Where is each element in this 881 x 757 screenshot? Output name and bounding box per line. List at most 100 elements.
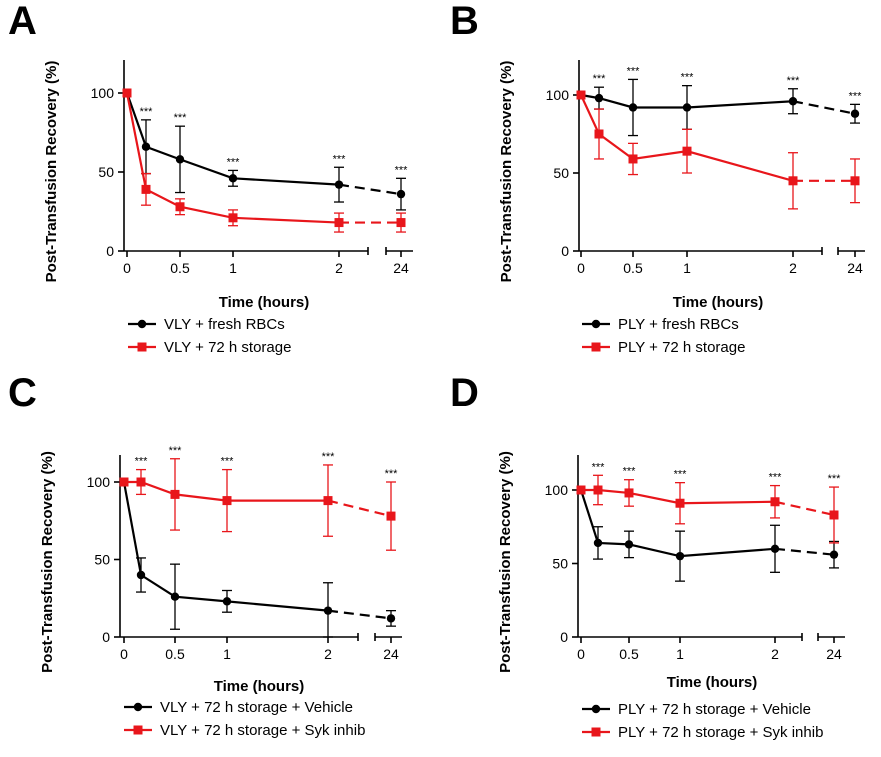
data-point [170,489,180,499]
x-tick-label: 0.5 [619,646,639,662]
x-tick-label: 2 [335,260,343,276]
x-tick-label: 2 [789,260,797,276]
data-point [119,477,129,487]
data-point [628,154,638,164]
legend-label: VLY + fresh RBCs [164,316,285,333]
y-tick-label: 100 [546,87,570,103]
data-point [175,202,185,212]
x-axis-label: Time (hours) [219,294,310,311]
series-red [119,458,396,551]
panel-letter: B [450,0,479,43]
series-line-dashed [327,609,392,620]
y-tick-label: 0 [560,629,568,645]
x-tick-label: 0 [577,260,585,276]
data-point [386,511,396,521]
significance-label: *** [681,72,695,84]
series-red [122,88,406,233]
x-tick-label: 24 [383,646,399,662]
x-tick-label: 2 [324,646,332,662]
x-axis-label: Time (hours) [673,294,764,311]
legend: PLY + fresh RBCs PLY + 72 h storage [582,316,745,356]
data-point [334,180,344,189]
data-point [334,218,344,228]
x-tick-label: 24 [826,646,842,662]
data-point [228,174,238,183]
y-tick-label: 50 [98,164,114,180]
significance-label: *** [227,156,241,168]
x-tick-label: 24 [393,260,409,276]
panel-letter: C [8,371,37,415]
significance-label: *** [593,73,607,85]
y-tick-label: 50 [553,165,569,181]
significance-label: *** [174,112,188,124]
data-point [770,497,780,507]
data-point [576,90,586,100]
series-line-dashed [338,183,402,196]
data-point [576,485,586,495]
y-axis-label: Post-Transfusion Recovery (%) [39,451,56,673]
legend-marker [591,704,601,714]
data-point [850,176,860,186]
series-line-dashed [792,100,856,115]
significance-label: *** [849,90,863,102]
y-tick-label: 0 [102,629,110,645]
legend-label: PLY + 72 h storage + Vehicle [618,701,811,718]
series-line-dashed [327,499,392,518]
y-tick-label: 100 [87,474,111,490]
legend-label: PLY + fresh RBCs [618,316,739,333]
y-axis-label: Post-Transfusion Recovery (%) [43,61,60,283]
data-point [136,570,146,580]
data-point [323,606,333,615]
y-tick-label: 50 [94,552,110,568]
panel-letter: D [450,371,479,415]
y-tick-label: 100 [91,85,115,101]
data-point [222,496,232,506]
data-point [396,218,406,228]
significance-label: *** [322,451,336,463]
x-tick-label: 0.5 [170,260,190,276]
data-point [396,189,406,199]
data-point [141,142,151,151]
x-tick-label: 1 [676,646,684,662]
legend-marker [133,725,143,735]
legend: PLY + 72 h storage + Vehicle PLY + 72 h s… [582,701,823,741]
data-point [770,544,780,553]
series-line-dashed [774,500,835,517]
panel-d: D 0 50 100 Post-Transfusion Recovery (%) 0 0.5… [450,371,845,741]
series-black [122,88,406,211]
legend-label: VLY + 72 h storage + Vehicle [160,699,353,716]
data-point [323,496,333,506]
data-point [136,477,146,487]
series-red [576,90,860,210]
significance-label: *** [674,469,688,481]
legend-marker [591,342,601,352]
data-point [829,510,839,520]
y-tick-label: 50 [552,556,568,572]
data-point [594,129,604,139]
significance-label: *** [627,65,641,77]
significance-label: *** [592,461,606,473]
x-tick-label: 2 [771,646,779,662]
data-point [624,488,634,498]
x-tick-label: 0 [123,260,131,276]
series-black [576,485,839,582]
x-tick-label: 0 [577,646,585,662]
data-point [628,103,638,112]
y-tick-label: 0 [561,243,569,259]
data-point [594,93,604,103]
x-tick-label: 1 [683,260,691,276]
x-tick-label: 0 [120,646,128,662]
series-line-dashed [774,547,835,556]
panel-a: A 0 50 100 Post-Transfusion Recovery (%) 0 0.5… [8,0,413,356]
significance-label: *** [828,473,842,485]
significance-label: *** [769,472,783,484]
data-point [228,213,238,223]
legend: VLY + 72 h storage + Vehicle VLY + 72 h s… [124,699,365,739]
data-point [788,176,798,186]
significance-label: *** [787,75,801,87]
data-point [682,103,692,112]
data-point [593,485,603,495]
x-tick-label: 1 [223,646,231,662]
legend-marker [591,727,601,737]
data-point [850,109,860,118]
